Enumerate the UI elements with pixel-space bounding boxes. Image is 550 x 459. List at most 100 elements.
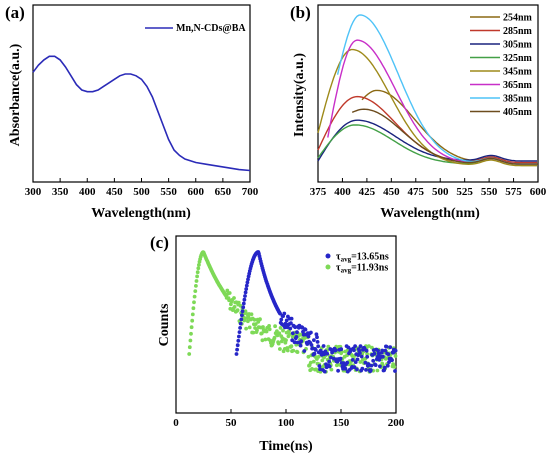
scatter-point bbox=[251, 330, 256, 335]
scatter-point bbox=[249, 312, 254, 317]
scatter-point bbox=[384, 344, 389, 349]
scatter-point bbox=[376, 351, 381, 356]
scatter-point bbox=[381, 354, 385, 359]
scatter-point bbox=[364, 368, 368, 372]
scatter-point bbox=[244, 287, 249, 291]
legend-label-sub: avg bbox=[341, 267, 352, 275]
x-tick-label: 525 bbox=[456, 186, 473, 198]
scatter-point bbox=[333, 348, 338, 353]
panel-c-x-ticks bbox=[175, 409, 397, 413]
legend-label-tau: τ bbox=[336, 263, 341, 274]
x-tick-label: 375 bbox=[310, 186, 327, 198]
scatter-point bbox=[197, 263, 201, 267]
x-tick-label: 450 bbox=[106, 186, 123, 198]
series-line bbox=[351, 108, 538, 165]
scatter-point bbox=[293, 325, 298, 330]
panel-c-ylabel: Counts bbox=[157, 303, 172, 346]
scatter-point bbox=[369, 363, 374, 368]
scatter-point bbox=[353, 360, 358, 364]
scatter-point bbox=[329, 367, 334, 372]
scatter-point bbox=[306, 354, 311, 359]
legend-label: 254nm bbox=[503, 13, 533, 24]
scatter-point bbox=[190, 312, 195, 317]
scatter-point bbox=[385, 363, 390, 368]
scatter-point bbox=[352, 348, 356, 353]
scatter-point bbox=[368, 368, 373, 373]
scatter-point bbox=[192, 294, 197, 299]
scatter-point bbox=[383, 348, 388, 353]
scatter-point bbox=[308, 360, 313, 365]
scatter-point bbox=[239, 317, 244, 322]
scatter-point bbox=[309, 343, 314, 347]
x-tick-label: 350 bbox=[52, 186, 69, 198]
scatter-point bbox=[281, 328, 285, 333]
scatter-point bbox=[375, 355, 380, 359]
scatter-point bbox=[325, 351, 330, 356]
scatter-point bbox=[240, 309, 245, 314]
scatter-point bbox=[195, 270, 200, 275]
scatter-point bbox=[332, 356, 336, 361]
scatter-point bbox=[278, 347, 282, 351]
scatter-point bbox=[242, 297, 247, 302]
legend-label: 385nm bbox=[503, 94, 533, 105]
series-line bbox=[317, 119, 537, 162]
scatter-point bbox=[235, 343, 240, 348]
x-tick-label: 200 bbox=[388, 417, 405, 429]
scatter-point bbox=[232, 305, 237, 309]
scatter-point bbox=[240, 313, 244, 318]
scatter-point bbox=[282, 311, 287, 316]
scatter-point bbox=[188, 338, 193, 343]
scatter-point bbox=[191, 306, 196, 311]
legend-label: 305nm bbox=[503, 40, 533, 51]
legend-label: 325nm bbox=[503, 53, 533, 64]
scatter-point bbox=[358, 360, 363, 364]
scatter-point bbox=[284, 318, 289, 323]
scatter-point bbox=[227, 291, 232, 295]
scatter-point bbox=[339, 347, 344, 352]
panel-b-ylabel: Intensity(a.u.) bbox=[292, 53, 307, 137]
scatter-point bbox=[312, 351, 317, 356]
scatter-point bbox=[187, 352, 192, 356]
scatter-point bbox=[238, 321, 243, 326]
scatter-point bbox=[306, 334, 311, 339]
scatter-point bbox=[244, 326, 249, 331]
scatter-point bbox=[236, 300, 241, 305]
panel-b-label: (b) bbox=[290, 3, 311, 22]
scatter-point bbox=[309, 330, 313, 335]
scatter-point bbox=[350, 358, 355, 362]
scatter-point bbox=[311, 359, 316, 364]
legend-label: 405nm bbox=[503, 107, 533, 118]
x-tick-label: 600 bbox=[188, 186, 205, 198]
scatter-point bbox=[318, 367, 322, 372]
scatter-point bbox=[273, 324, 277, 329]
scatter-point bbox=[314, 332, 319, 337]
panel-c-x-tick-labels: 0 50 100 150 200 bbox=[173, 417, 405, 429]
scatter-point bbox=[315, 340, 320, 344]
panel-a: (a) 300 350 400 450 500 550 600 650 700 Mn,N-CDs… bbox=[5, 3, 259, 221]
legend-label: 285nm bbox=[503, 26, 533, 37]
scatter-point bbox=[278, 311, 282, 316]
scatter-point bbox=[194, 284, 198, 288]
x-tick-label: 100 bbox=[278, 417, 295, 429]
legend-label: 345nm bbox=[503, 67, 533, 78]
x-tick-label: 500 bbox=[133, 186, 150, 198]
scatter-point bbox=[343, 366, 348, 371]
x-tick-label: 425 bbox=[359, 186, 376, 198]
scatter-point bbox=[255, 328, 259, 333]
scatter-point bbox=[237, 334, 241, 339]
series-line bbox=[317, 48, 537, 167]
scatter-point bbox=[378, 364, 382, 369]
scatter-point bbox=[232, 296, 236, 300]
scatter-point bbox=[242, 318, 247, 323]
scatter-point bbox=[353, 344, 357, 348]
legend-marker bbox=[325, 264, 331, 270]
scatter-point bbox=[364, 348, 369, 353]
scatter-point bbox=[236, 338, 241, 343]
legend-label-value: =13.65ns bbox=[351, 252, 389, 263]
scatter-point bbox=[292, 340, 297, 345]
scatter-point bbox=[380, 348, 385, 353]
panel-a-legend: Mn,N-CDs@BA bbox=[145, 23, 246, 34]
scatter-point bbox=[277, 331, 282, 336]
scatter-point bbox=[267, 324, 271, 328]
x-tick-label: 500 bbox=[432, 186, 449, 198]
